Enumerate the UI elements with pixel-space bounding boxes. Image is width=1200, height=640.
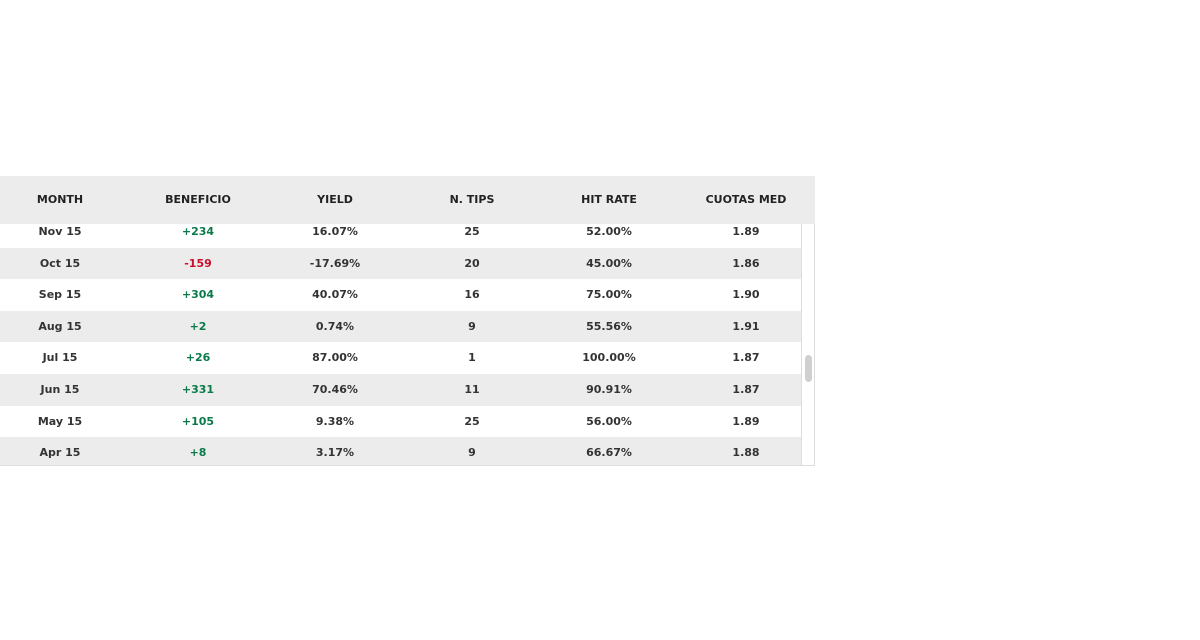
table-row: Sep 15 +304 40.07% 16 75.00% 1.90 [0, 279, 801, 311]
table-cell: 70.46% [312, 383, 358, 396]
profit-cell: +8 [189, 446, 207, 460]
table-cell: 45.00% [586, 256, 632, 270]
table-cell: 1.90 [732, 288, 760, 302]
table-cell: 25 [464, 414, 480, 428]
table-cell: 20 [464, 256, 480, 270]
table-cell: 0.74% [315, 319, 355, 333]
table-cell: 52.00% [586, 225, 632, 238]
profit-cell: +331 [181, 383, 215, 396]
table-cell: 25 [464, 225, 480, 238]
table-cell: 87.00% [312, 351, 358, 365]
table-cell: 16.07% [312, 225, 358, 238]
table-cell: 56.00% [586, 414, 632, 428]
table-cell: 1.91 [732, 319, 760, 333]
table-cell: 16 [464, 288, 480, 302]
table-cell: 3.17% [315, 446, 355, 460]
table-cell: Oct 15 [39, 256, 81, 270]
table-cell: Aug 15 [38, 319, 82, 333]
table-cell: Jul 15 [42, 351, 78, 365]
table-cell: -17.69% [309, 256, 361, 270]
table-row: Aug 15 +2 0.74% 9 55.56% 1.91 [0, 310, 801, 343]
table-cell: 9 [468, 446, 476, 460]
profit-cell: -159 [184, 256, 212, 270]
table-cell: 1.88 [732, 446, 760, 460]
table-cell: 1 [468, 351, 476, 365]
profit-cell: +26 [185, 351, 211, 365]
table-cell: 9 [468, 319, 476, 333]
profit-cell: +2 [189, 319, 207, 333]
table-cell: 1.87 [732, 383, 760, 396]
table-row: May 15 +105 9.38% 25 56.00% 1.89 [0, 406, 801, 438]
column-header: MONTH [36, 193, 84, 206]
profit-cell: +304 [181, 288, 215, 302]
table-cell: 1.89 [732, 225, 760, 238]
table-cell: 1.89 [732, 414, 760, 428]
table-cell: 11 [464, 383, 480, 396]
profit-cell: +234 [181, 225, 215, 238]
table-header: MONTH BENEFICIO YIELD N. TIPS HIT RATE CUOTAS… [0, 176, 815, 224]
table-cell: Nov 15 [38, 225, 82, 238]
table-cell: 100.00% [582, 351, 636, 365]
table-cell: Jun 15 [40, 383, 80, 396]
column-header: BENEFICIO [165, 193, 231, 206]
table-row: Oct 15 -159 -17.69% 20 45.00% 1.86 [0, 247, 801, 280]
table-row: Jun 15 +331 70.46% 11 90.91% 1.87 [0, 374, 801, 406]
table-cell: May 15 [37, 414, 83, 428]
table-cell: 1.86 [732, 256, 760, 270]
table-cell: 75.00% [586, 288, 632, 302]
table-cell: 40.07% [312, 288, 358, 302]
table-cell: 55.56% [586, 319, 632, 333]
table-cell: Sep 15 [38, 288, 82, 302]
column-header: CUOTAS MED [705, 193, 787, 206]
table-row: Apr 15 +8 3.17% 9 66.67% 1.88 [0, 437, 801, 465]
table-cell: 90.91% [586, 383, 632, 396]
column-header: YIELD [317, 193, 353, 206]
table-row: Nov 15 +234 16.07% 25 52.00% 1.89 [0, 224, 801, 248]
table-cell: 9.38% [315, 414, 355, 428]
table-body: Nov 15 +234 16.07% 25 52.00% 1.89 Oct 15 -159 -1… [0, 224, 815, 466]
table-cell: 1.87 [732, 351, 760, 365]
column-header: N. TIPS [449, 193, 495, 206]
profit-cell: +105 [181, 414, 215, 428]
scrollbar[interactable] [801, 224, 814, 465]
table-cell: 66.67% [586, 446, 632, 460]
column-header: HIT RATE [581, 193, 637, 206]
table-cell: Apr 15 [39, 446, 81, 460]
scroll-thumb[interactable] [805, 355, 812, 382]
table-row: Jul 15 +26 87.00% 1 100.00% 1.87 [0, 342, 801, 374]
